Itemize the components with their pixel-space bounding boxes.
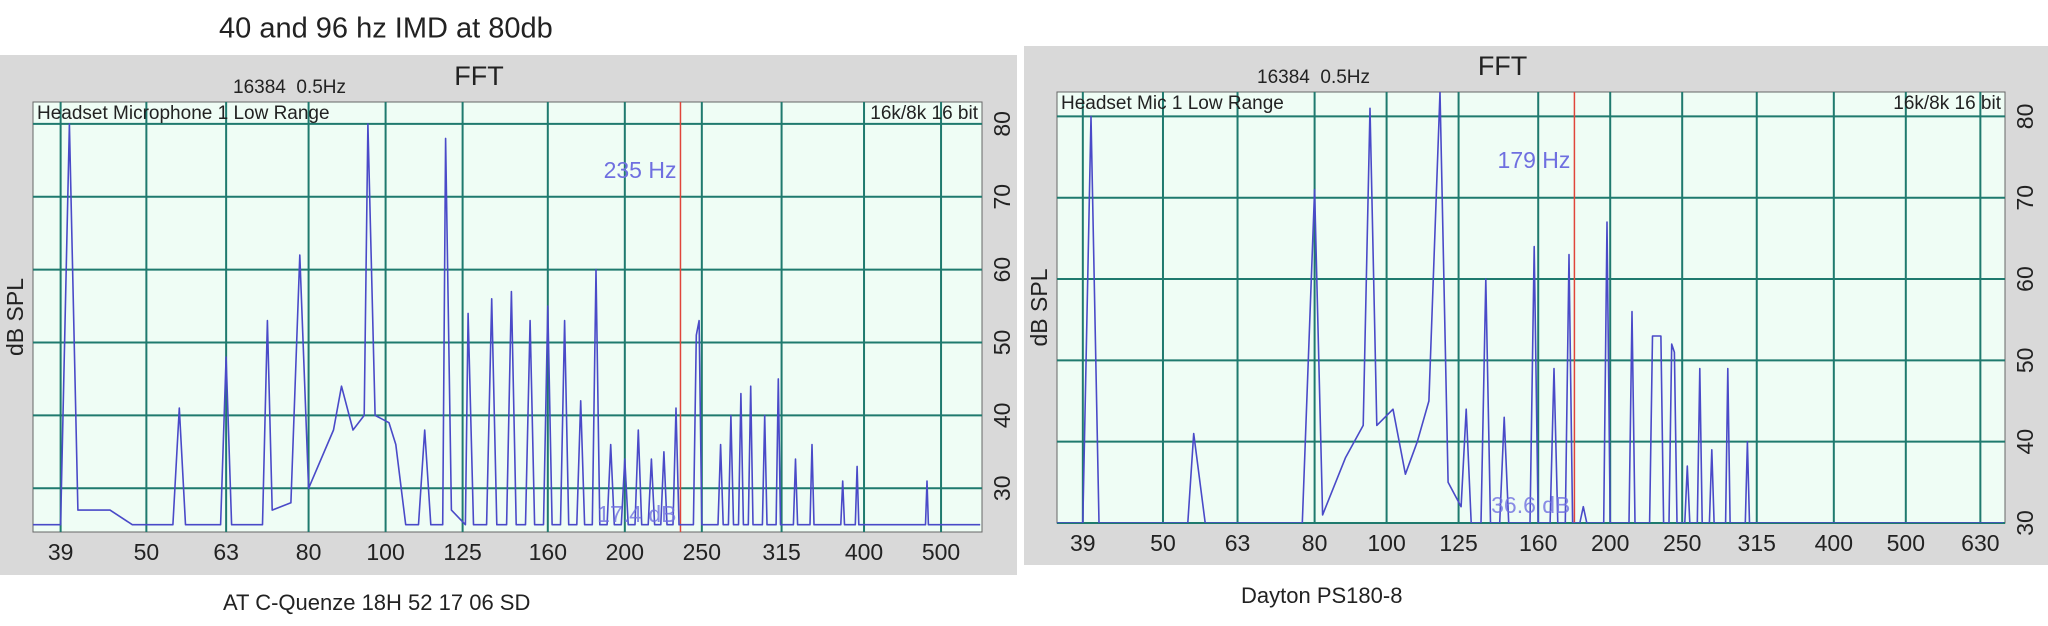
x-tick-label: 250 xyxy=(1663,530,1701,556)
x-tick-label: 200 xyxy=(606,539,644,565)
y-tick-label: 50 xyxy=(989,330,1015,356)
y-tick-label: 30 xyxy=(989,475,1015,501)
chart-subtitle: 16384 0.5Hz xyxy=(1257,67,1370,88)
x-tick-label: 80 xyxy=(296,539,322,565)
spectrum-line xyxy=(33,123,981,526)
cursor-level: 36.6 dB xyxy=(1491,492,1570,518)
x-tick-label: 315 xyxy=(762,539,800,565)
y-axis-label: dB SPL xyxy=(2,278,28,356)
x-tick-label: 80 xyxy=(1302,530,1328,556)
x-tick-label: 125 xyxy=(1439,530,1477,556)
y-tick-label: 70 xyxy=(2012,185,2038,211)
x-tick-label: 400 xyxy=(1815,530,1853,556)
x-tick-label: 50 xyxy=(1150,530,1176,556)
chart-title: FFT xyxy=(454,61,503,91)
x-tick-label: 63 xyxy=(213,539,239,565)
spectrum-line xyxy=(1057,92,2004,523)
x-tick-label: 39 xyxy=(1070,530,1096,556)
x-tick-label: 63 xyxy=(1225,530,1251,556)
y-tick-label: 40 xyxy=(2012,429,2038,455)
y-tick-label: 80 xyxy=(2012,104,2038,130)
x-tick-label: 39 xyxy=(48,539,74,565)
source-label: Headset Microphone 1 Low Range xyxy=(37,103,330,124)
cursor-level: 17.4 dB xyxy=(597,501,676,527)
x-tick-label: 315 xyxy=(1738,530,1776,556)
x-tick-label: 500 xyxy=(922,539,960,565)
y-tick-label: 30 xyxy=(2012,510,2038,536)
chart-title: FFT xyxy=(1478,51,1527,81)
y-tick-label: 60 xyxy=(989,257,1015,283)
y-tick-label: 40 xyxy=(989,403,1015,429)
source-label: Headset Mic 1 Low Range xyxy=(1061,93,1284,114)
x-tick-label: 125 xyxy=(443,539,481,565)
format-label: 16k/8k 16 bit xyxy=(870,103,978,124)
x-tick-label: 160 xyxy=(1519,530,1557,556)
x-tick-label: 400 xyxy=(845,539,883,565)
x-tick-label: 630 xyxy=(1961,530,1999,556)
figure-title: 40 and 96 hz IMD at 80db xyxy=(219,13,553,45)
y-tick-label: 70 xyxy=(989,184,1015,210)
y-tick-label: 80 xyxy=(989,111,1015,137)
y-axis-label: dB SPL xyxy=(1026,268,1052,346)
x-tick-label: 50 xyxy=(134,539,160,565)
x-tick-label: 100 xyxy=(366,539,404,565)
y-tick-label: 50 xyxy=(2012,348,2038,374)
x-tick-label: 100 xyxy=(1367,530,1405,556)
chart-subtitle: 16384 0.5Hz xyxy=(233,77,346,98)
x-tick-label: 250 xyxy=(683,539,721,565)
caption: AT C-Quenze 18H 52 17 06 SD xyxy=(223,590,530,615)
cursor-frequency: 179 Hz xyxy=(1498,147,1571,173)
format-label: 16k/8k 16 bit xyxy=(1893,93,2001,114)
x-tick-label: 500 xyxy=(1887,530,1925,556)
caption: Dayton PS180-8 xyxy=(1241,583,1402,608)
cursor-frequency: 235 Hz xyxy=(604,157,677,183)
x-tick-label: 160 xyxy=(529,539,567,565)
x-tick-label: 200 xyxy=(1591,530,1629,556)
y-tick-label: 60 xyxy=(2012,266,2038,292)
